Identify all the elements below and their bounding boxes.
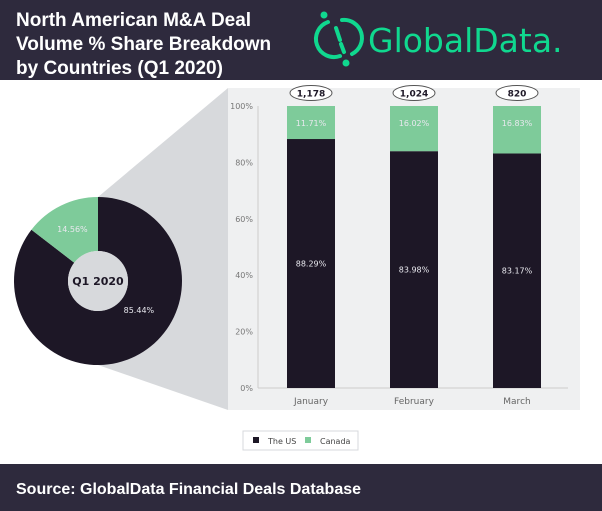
legend-swatch-us xyxy=(253,437,259,443)
bar-label: 83.17% xyxy=(502,267,533,276)
x-tick-label: February xyxy=(394,397,435,407)
legend-box xyxy=(242,430,359,451)
bar-segment-canada xyxy=(390,106,438,152)
globaldata-logo: GlobalData. xyxy=(314,11,563,67)
header-band xyxy=(0,0,602,80)
title-line-2: Volume % Share Breakdown xyxy=(16,34,271,55)
source-text: Source: GlobalData Financial Deals Datab… xyxy=(16,481,361,498)
legend-label-us: The US xyxy=(267,437,296,446)
total-label: 1,024 xyxy=(400,90,428,100)
bar-segment-canada xyxy=(493,106,541,154)
donut-center-label: Q1 2020 xyxy=(72,275,124,288)
total-label: 1,178 xyxy=(297,90,325,100)
stacked-bar-chart: 0% 20% 40% 60% 80% 100% 88.29% 11.71% 1,178 Janua… xyxy=(230,85,568,407)
donut-hole xyxy=(68,251,128,311)
y-tick-label: 60% xyxy=(235,215,253,224)
legend-label-canada: Canada xyxy=(320,437,351,446)
legend: The US Canada xyxy=(242,430,359,451)
bar-segment-us xyxy=(390,151,438,388)
donut-slice-us xyxy=(13,197,182,365)
total-badge xyxy=(392,85,436,101)
total-badge xyxy=(495,85,539,101)
x-tick-label: January xyxy=(293,397,329,407)
title-line-3: by Countries (Q1 2020) xyxy=(16,58,223,79)
total-badge xyxy=(289,85,333,101)
donut-chart: 85.44% 14.56% Q1 2020 xyxy=(13,197,182,365)
y-tick-label: 80% xyxy=(235,158,253,167)
footer-band xyxy=(0,464,602,511)
donut-label-us: 85.44% xyxy=(124,306,155,315)
y-tick-label: 20% xyxy=(235,328,253,337)
legend-swatch-canada xyxy=(305,437,311,443)
bar-segment-us xyxy=(287,139,335,388)
logo-mark-icon xyxy=(314,11,364,67)
y-tick-label: 0% xyxy=(240,384,253,393)
donut-slice-canada xyxy=(31,197,98,263)
bar-label: 83.98% xyxy=(399,266,430,275)
total-label: 820 xyxy=(508,90,527,100)
y-tick-label: 40% xyxy=(235,271,253,280)
bar-label: 88.29% xyxy=(296,260,327,269)
donut-label-canada: 14.56% xyxy=(57,225,88,234)
bar-label: 16.02% xyxy=(399,119,430,128)
bar-segment-us xyxy=(493,153,541,388)
bar-label: 16.83% xyxy=(502,119,533,128)
logo-text: GlobalData. xyxy=(368,21,563,60)
bar-label: 11.71% xyxy=(296,119,327,128)
bar-segment-canada xyxy=(287,106,335,140)
x-tick-label: March xyxy=(503,397,530,407)
title-line-1: North American M&A Deal xyxy=(16,10,251,31)
y-tick-label: 100% xyxy=(230,102,253,111)
